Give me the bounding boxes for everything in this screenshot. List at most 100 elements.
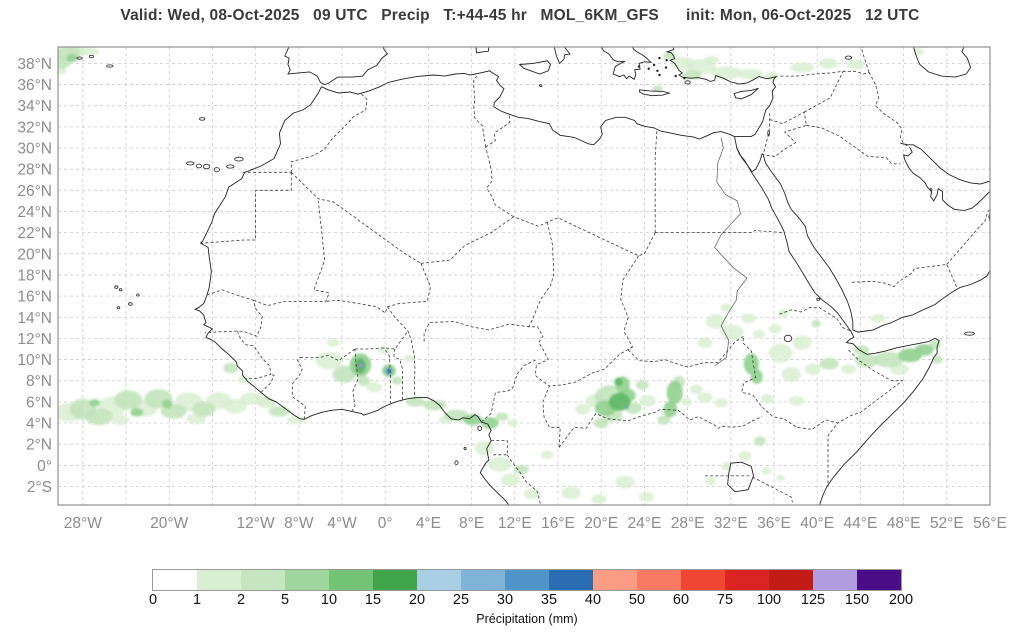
island-dot (647, 67, 650, 70)
colorbar-tick-label: 2 (236, 592, 246, 608)
country-border (423, 321, 529, 342)
country-border (946, 208, 990, 265)
x-tick-label: 12°E (498, 515, 532, 532)
precip-cell (870, 314, 886, 323)
precip-cell (387, 369, 390, 373)
precip-cell (804, 363, 822, 375)
precip-cell (931, 355, 943, 364)
precip-cell (191, 401, 216, 417)
island-outline (844, 55, 853, 60)
country-border (485, 114, 510, 148)
colorbar-tick-label: 5 (280, 592, 290, 608)
coastline (988, 210, 990, 224)
colorbar-segment (417, 570, 461, 590)
island-dot (683, 77, 686, 80)
precip-cell (332, 365, 357, 383)
precip-cell (357, 375, 371, 387)
precip-cell (840, 364, 857, 374)
coastline (912, 47, 972, 78)
x-tick-label: 36°E (757, 515, 791, 532)
precip-cell (761, 393, 774, 404)
grid-lines (58, 47, 991, 505)
country-border (506, 454, 541, 505)
precip-cell (635, 380, 649, 390)
precip-cell (255, 395, 273, 404)
colorbar-segment (549, 570, 593, 590)
coastline (902, 147, 990, 211)
island-dot (652, 63, 656, 67)
precip-cell (697, 337, 713, 348)
precip-cell (714, 398, 728, 408)
y-tick-label: 12°N (17, 331, 52, 348)
colorbar-tick-label: 35 (540, 592, 558, 608)
precip-cell (778, 308, 790, 318)
precip-cell (591, 494, 607, 505)
country-border (236, 330, 272, 379)
island-outline (186, 161, 195, 166)
x-tick-label: 52°E (930, 515, 964, 532)
island-outline (128, 302, 133, 306)
country-border (290, 93, 368, 173)
island-outline (213, 167, 220, 173)
island-outline (454, 460, 459, 466)
colorbar-segment (197, 570, 241, 590)
y-tick-label: 20°N (17, 246, 52, 263)
precip-cell (85, 408, 113, 426)
country-border (804, 71, 844, 113)
precip-cell (697, 392, 713, 403)
precip-cell (781, 367, 801, 382)
coastline (284, 47, 389, 85)
precip-cell (481, 417, 499, 429)
colorbar-segment (769, 570, 813, 590)
country-border (654, 131, 658, 233)
precip-cell (268, 406, 291, 417)
island-dot (665, 59, 668, 62)
precip-cell (737, 68, 764, 80)
country-border (620, 255, 639, 351)
island-outline (195, 163, 202, 169)
precip-cell (513, 464, 529, 475)
precip-cell (666, 380, 683, 404)
y-tick-label: 22°N (17, 225, 52, 242)
precip-cell (663, 401, 678, 418)
precip-cell (873, 351, 904, 368)
island-outline (106, 64, 114, 68)
x-tick-label: 8°W (284, 515, 314, 532)
precip-cell (593, 417, 609, 429)
precip-cell (790, 62, 814, 73)
island-outline (929, 188, 933, 192)
x-tick-label: 4°W (327, 515, 357, 532)
colorbar-tick-label: 15 (364, 592, 382, 608)
precip-cell (223, 362, 239, 374)
country-border (851, 263, 958, 290)
country-border (779, 307, 851, 332)
colorbar-segment (153, 570, 197, 590)
map-frame (57, 46, 991, 506)
colorbar-segment (285, 570, 329, 590)
country-border (260, 374, 275, 393)
island-outline (199, 117, 206, 121)
x-tick-label: 4°E (416, 515, 441, 532)
x-tick-label: 28°W (64, 515, 102, 532)
precip-cell (391, 376, 403, 385)
country-border (253, 200, 330, 307)
coastline-island (727, 461, 754, 493)
coastline (736, 147, 940, 505)
coastline (475, 47, 490, 54)
country-border (837, 349, 904, 424)
precip-cell (706, 314, 726, 329)
precip-cell (853, 345, 870, 355)
colorbar: 0 1 2 5 10 15 20 25 30 35 40 50 60 75 100 125 150 200 Pré… (149, 569, 913, 628)
x-tick-label: 32°E (714, 515, 748, 532)
coastline (321, 47, 778, 146)
x-tick-label: 56°E (973, 515, 1007, 532)
country-border (473, 74, 487, 148)
precip-cell (79, 47, 100, 56)
island-outline (136, 293, 140, 297)
country-border (383, 347, 391, 404)
precip-cell (614, 377, 623, 386)
colorbar-tick-label: 30 (496, 592, 514, 608)
precip-cell (811, 319, 821, 328)
precip-cell (738, 451, 752, 461)
